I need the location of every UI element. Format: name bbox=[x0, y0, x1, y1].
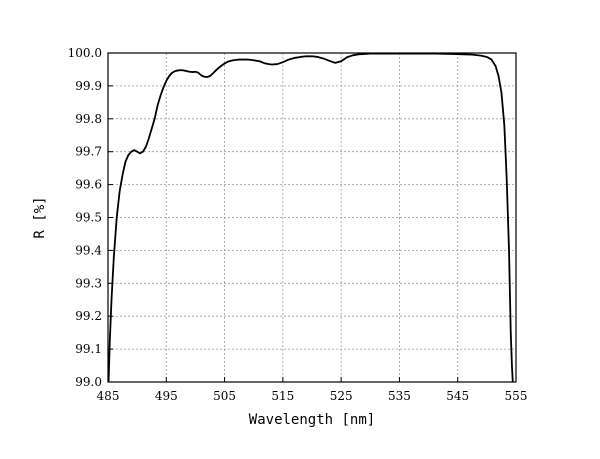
labels-layer: 485 495 505 515 525 535 545 555 99.0 99.1 99.2 99.3… bbox=[68, 46, 528, 403]
y-tick-label: 99.7 bbox=[75, 145, 102, 159]
x-tick-label: 545 bbox=[446, 389, 469, 403]
ticks-layer bbox=[107, 52, 517, 383]
y-tick-label: 99.6 bbox=[75, 178, 102, 192]
y-tick-label: 99.2 bbox=[75, 309, 102, 323]
x-axis-title: Wavelength [nm] bbox=[249, 412, 375, 428]
x-tick-label: 515 bbox=[271, 389, 294, 403]
x-tick-label: 495 bbox=[155, 389, 178, 403]
y-tick-label: 99.5 bbox=[75, 211, 102, 225]
y-tick-label: 99.9 bbox=[75, 79, 102, 93]
y-tick-label: 99.4 bbox=[75, 243, 102, 257]
x-tick-label: 505 bbox=[213, 389, 236, 403]
y-tick-label: 99.0 bbox=[75, 375, 102, 389]
y-tick-label: 100.0 bbox=[68, 46, 102, 60]
y-axis-title: R [%] bbox=[32, 196, 48, 238]
curve-layer bbox=[107, 52, 514, 383]
y-tick-label: 99.8 bbox=[75, 112, 102, 126]
x-tick-label: 535 bbox=[388, 389, 411, 403]
y-tick-label: 99.3 bbox=[75, 276, 102, 290]
reflectance-curve bbox=[107, 52, 514, 383]
x-tick-label: 555 bbox=[505, 389, 528, 403]
x-tick-label: 485 bbox=[97, 389, 120, 403]
x-tick-label: 525 bbox=[330, 389, 353, 403]
grid-layer bbox=[108, 53, 516, 382]
y-tick-label: 99.1 bbox=[75, 342, 102, 356]
